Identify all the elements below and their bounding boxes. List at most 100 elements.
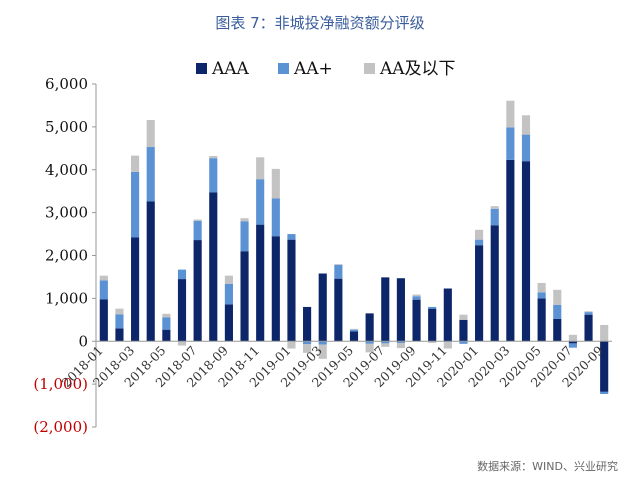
bar-AAA-2019-05 <box>349 331 359 342</box>
bar-AA+-2020-02 <box>490 208 499 226</box>
bar-AA+-2018-06 <box>177 269 187 280</box>
bar-AA+-2020-07 <box>568 343 577 348</box>
bar-AA及以下-2019-07 <box>381 343 390 347</box>
bar-AAA-2020-03 <box>506 159 515 342</box>
y-tick-label: (2,000) <box>33 418 88 436</box>
y-tick-label: 1,000 <box>45 289 88 307</box>
bar-AA+-2018-12 <box>271 198 280 237</box>
bar-AAA-2020-04 <box>521 161 531 342</box>
bars <box>99 100 609 394</box>
y-tick-label: (1,000) <box>33 375 88 393</box>
bar-AAA-2020-01 <box>475 245 484 342</box>
bar-AAA-2019-10 <box>428 308 437 342</box>
bar-AA及以下-2020-06 <box>553 289 562 305</box>
bar-AA及以下-2018-10 <box>240 218 249 222</box>
bar-AA及以下-2020-03 <box>506 100 515 128</box>
bar-AA+-2019-06 <box>365 341 374 344</box>
bar-AA+-2018-05 <box>162 317 171 330</box>
bar-AA及以下-2018-11 <box>256 157 265 180</box>
bar-AAA-2018-10 <box>240 251 249 342</box>
bar-AA及以下-2020-04 <box>521 115 531 135</box>
bar-AA+-2019-03 <box>318 341 327 345</box>
bar-AAA-2019-04 <box>334 278 343 342</box>
bar-AAA-2019-03 <box>318 273 327 342</box>
bar-AA及以下-2019-08 <box>396 342 405 349</box>
bar-AA+-2020-08 <box>584 312 593 315</box>
legend-swatch-AAA <box>196 63 207 74</box>
chart-title: 图表 7：非城投净融资额分评级 <box>215 14 425 32</box>
y-tick-label: 2,000 <box>45 247 88 265</box>
bar-AA+-2019-04 <box>334 264 343 279</box>
bar-AA+-2019-07 <box>381 341 390 344</box>
bar-AA+-2018-04 <box>146 147 155 202</box>
bar-AA及以下-2019-02 <box>303 344 312 353</box>
bar-AAA-2019-01 <box>287 239 296 342</box>
bar-AA及以下-2018-07 <box>193 219 202 221</box>
bar-AA+-2019-05 <box>349 329 359 332</box>
bar-AA及以下-2019-10 <box>428 341 437 343</box>
y-axis: (2,000) (1,000) 0 1,000 2,000 3,000 4,000 5,000… <box>33 75 97 436</box>
bar-AA及以下-2018-05 <box>162 313 171 318</box>
bar-AA+-2018-11 <box>256 179 265 225</box>
x-axis: 2018-012018-032018-052018-072018-092018-… <box>59 340 612 390</box>
bar-AA+-2019-02 <box>303 341 312 345</box>
y-tick-label: 0 <box>78 332 88 350</box>
bar-AAA-2018-06 <box>177 279 187 342</box>
bar-AAA-2018-09 <box>224 304 233 342</box>
bar-AAA-2019-11 <box>443 288 452 342</box>
bar-AAA-2019-06 <box>365 313 374 342</box>
bar-AA+-2020-05 <box>537 292 546 299</box>
bar-AA及以下-2020-02 <box>490 206 499 209</box>
bar-AA及以下-2019-03 <box>318 344 327 359</box>
bar-AAA-2018-12 <box>271 236 280 342</box>
bar-AA+-2019-10 <box>428 306 437 309</box>
bar-AA及以下-2018-02 <box>115 308 124 315</box>
bar-AA及以下-2019-12 <box>459 314 468 320</box>
bar-AA+-2019-08 <box>396 341 405 343</box>
y-tick-label: 4,000 <box>45 161 88 179</box>
bar-AAA-2019-07 <box>381 277 390 342</box>
bar-AAA-2018-08 <box>209 192 218 342</box>
bar-AAA-2019-08 <box>396 278 405 342</box>
y-tick-label: 3,000 <box>45 204 88 222</box>
bar-AA及以下-2019-04 <box>334 264 343 265</box>
bar-AA及以下-2018-09 <box>224 275 233 284</box>
legend-swatch-AA及以下 <box>364 63 375 74</box>
bar-AAA-2020-07 <box>568 341 577 344</box>
bar-AA+-2019-12 <box>459 341 468 344</box>
bar-AAA-2018-05 <box>162 329 171 342</box>
bar-AA+-2018-01 <box>99 280 108 300</box>
legend: AAA AA+ AA及以下 <box>196 59 456 79</box>
legend-swatch-AA+ <box>278 63 289 74</box>
bar-AA+-2018-03 <box>131 171 140 238</box>
bar-AA及以下-2018-12 <box>271 168 280 199</box>
bar-AAA-2018-01 <box>99 299 108 342</box>
legend-label-AA+: AA+ <box>293 59 333 79</box>
bar-AAA-2018-07 <box>193 240 202 342</box>
bar-AA及以下-2020-08 <box>584 311 593 313</box>
bar-AA及以下-2020-05 <box>537 282 546 293</box>
bar-AAA-2020-06 <box>553 318 562 342</box>
bar-AA及以下-2019-06 <box>365 343 374 353</box>
bar-AA及以下-2020-09 <box>600 324 609 342</box>
bar-AAA-2019-12 <box>459 319 468 342</box>
bar-AA及以下-2018-04 <box>146 120 155 148</box>
source-note: 数据来源：WIND、兴业研究 <box>477 460 618 473</box>
bar-AAA-2020-08 <box>584 314 593 342</box>
bar-AAA-2020-09 <box>600 341 609 392</box>
bar-AA+-2018-07 <box>193 220 202 241</box>
bar-AA及以下-2018-06 <box>177 341 187 346</box>
bar-AA+-2018-10 <box>240 221 249 252</box>
bar-AA+-2019-09 <box>412 296 421 300</box>
bar-AAA-2018-02 <box>115 328 124 342</box>
bar-AA+-2020-09 <box>600 391 609 394</box>
bar-AAA-2018-03 <box>131 237 140 342</box>
bar-AA+-2020-01 <box>475 239 484 246</box>
bar-AA及以下-2019-11 <box>443 342 452 349</box>
y-tick-label: 6,000 <box>45 75 88 93</box>
y-tick-label: 5,000 <box>45 118 88 136</box>
bar-AA及以下-2020-01 <box>475 229 484 240</box>
bar-AA+-2018-08 <box>209 158 218 193</box>
bar-AA及以下-2019-05 <box>349 328 359 330</box>
